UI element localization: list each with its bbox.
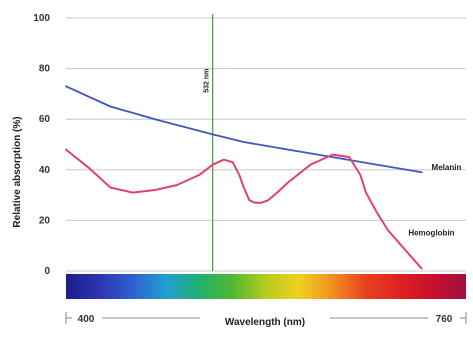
- x-axis: 400 760: [65, 311, 467, 327]
- spectrum-bar: [66, 274, 466, 299]
- x-tick-label-bg: [428, 311, 460, 325]
- x-axis-title: Wavelength (nm): [225, 317, 305, 328]
- y-tick-label: 80: [39, 64, 51, 75]
- vertical-line-label: 532 nm: [204, 69, 211, 93]
- series-label-hemoglobin: Hemoglobin: [408, 229, 454, 238]
- series-line-hemoglobin: [65, 148, 423, 270]
- y-tick-label: 20: [39, 215, 51, 226]
- series-line-melanin: [65, 85, 423, 174]
- series-labels: Melanin Hemoglobin: [408, 163, 461, 238]
- series-label-melanin: Melanin: [432, 163, 462, 172]
- x-title-bg: [200, 311, 330, 327]
- y-tick-label: 60: [39, 114, 51, 125]
- x-tick-label: 400: [78, 314, 95, 325]
- x-tick-label: 760: [436, 314, 453, 325]
- plot-area: [66, 18, 466, 271]
- x-tick-label-bg: [72, 311, 102, 325]
- y-tick-label: 100: [33, 13, 50, 24]
- y-tick-label: 40: [39, 165, 51, 176]
- y-tick-label: 0: [44, 266, 50, 277]
- y-axis-ticks: 100 80 60 40 20 0: [33, 13, 50, 277]
- y-axis-title: Relative absorption (%): [12, 116, 23, 227]
- grid-lines: [66, 17, 466, 272]
- series-group: [65, 85, 423, 270]
